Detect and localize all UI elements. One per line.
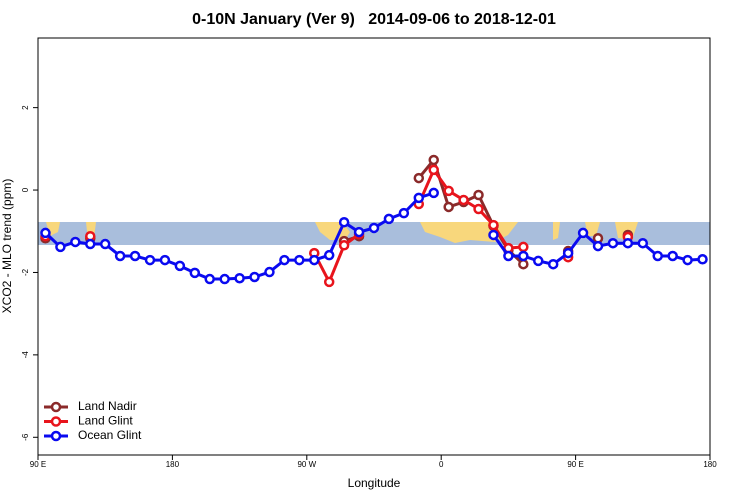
- point: [518, 258, 529, 270]
- point: [249, 271, 260, 283]
- point: [637, 237, 649, 249]
- legend-marker: [50, 416, 62, 427]
- point: [55, 241, 66, 253]
- point: [323, 276, 335, 288]
- point: [458, 194, 469, 206]
- point: [473, 203, 484, 215]
- point: [174, 260, 186, 272]
- legend-marker: [50, 430, 62, 442]
- point: [338, 216, 350, 228]
- ocean-strip: [38, 222, 710, 245]
- legend-label: Land Glint: [78, 414, 133, 428]
- point: [443, 201, 454, 213]
- legend-label: Ocean Glint: [78, 428, 142, 442]
- legend-marker: [50, 401, 62, 413]
- y-tick-label: 2: [21, 105, 30, 110]
- point: [682, 254, 693, 266]
- land: [585, 222, 600, 236]
- y-tick-label: -6: [21, 433, 30, 441]
- point: [667, 250, 678, 262]
- point: [488, 219, 499, 231]
- point: [264, 266, 275, 278]
- point: [428, 187, 439, 199]
- point: [413, 192, 425, 204]
- point: [368, 222, 380, 234]
- y-axis-label: XCO2 - MLO trend (ppm): [0, 179, 14, 314]
- point: [592, 240, 604, 252]
- point: [562, 247, 574, 259]
- point: [518, 250, 529, 262]
- y-tick-label: -4: [21, 351, 30, 359]
- point: [129, 250, 141, 262]
- x-tick-label: 90 E: [567, 460, 583, 469]
- point: [323, 249, 335, 261]
- x-tick-label: 90 E: [30, 460, 46, 469]
- point: [189, 267, 201, 279]
- series: [40, 187, 708, 285]
- point: [144, 254, 156, 266]
- point: [40, 227, 51, 239]
- point: [398, 207, 410, 219]
- point: [652, 250, 663, 262]
- point: [443, 185, 454, 197]
- point: [503, 250, 514, 262]
- plot-frame: [37, 37, 711, 456]
- chart-title: 0-10N January (Ver 9) 2014-09-06 to 2018…: [192, 11, 556, 28]
- point: [473, 189, 484, 201]
- point: [428, 154, 439, 166]
- point: [338, 240, 350, 251]
- x-tick-label: 180: [703, 460, 717, 469]
- point: [85, 238, 96, 250]
- point: [353, 226, 365, 238]
- point: [70, 236, 81, 248]
- point: [99, 238, 111, 250]
- point: [294, 254, 305, 266]
- point: [219, 273, 230, 285]
- x-tick-label: 0: [439, 460, 444, 469]
- point: [159, 254, 171, 266]
- point: [413, 172, 425, 184]
- point: [607, 237, 619, 249]
- y-tick-label: 0: [21, 187, 30, 192]
- point: [204, 273, 215, 285]
- point: [533, 255, 544, 267]
- land: [553, 222, 560, 240]
- x-axis-label: Longitude: [348, 476, 401, 490]
- point: [309, 254, 320, 266]
- point: [577, 227, 589, 239]
- y-tick-label: -2: [21, 268, 30, 276]
- point: [488, 229, 499, 241]
- x-tick-label: 90 W: [297, 460, 316, 469]
- point: [622, 237, 634, 249]
- x-tick-label: 180: [166, 460, 180, 469]
- legend-label: Land Nadir: [78, 399, 137, 413]
- point: [234, 272, 245, 284]
- point: [547, 258, 559, 270]
- point: [697, 254, 708, 265]
- point: [279, 254, 290, 266]
- point: [114, 250, 126, 262]
- point: [518, 241, 529, 253]
- point: [383, 213, 395, 225]
- point: [428, 164, 439, 176]
